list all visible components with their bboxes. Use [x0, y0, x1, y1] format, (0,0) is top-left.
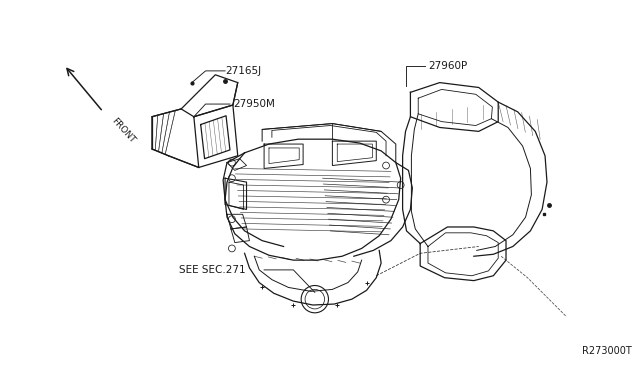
Text: 27960P: 27960P	[428, 61, 467, 71]
Text: 27165J: 27165J	[225, 66, 261, 76]
Text: 27950M: 27950M	[233, 99, 275, 109]
Text: SEE SEC.271: SEE SEC.271	[179, 265, 246, 275]
Text: FRONT: FRONT	[110, 117, 137, 145]
Text: R273000T: R273000T	[582, 346, 632, 356]
